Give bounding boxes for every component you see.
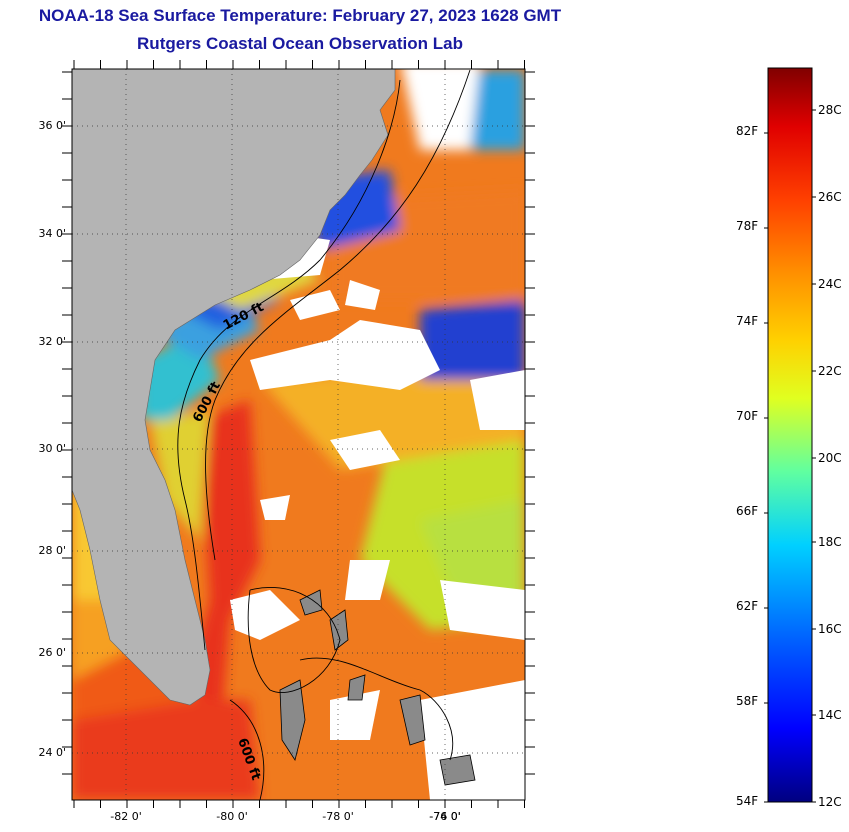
colorbar-label-58f: 58F xyxy=(736,694,759,708)
colorbar-label-78f: 78F xyxy=(736,219,759,233)
lat-label-24: 24 0' xyxy=(38,746,66,759)
colorbar-label-20c: 20C xyxy=(818,451,842,465)
lat-label-34: 34 0' xyxy=(38,227,66,240)
map-gridlines xyxy=(72,69,525,800)
colorbar-label-28c: 28C xyxy=(818,103,842,117)
colorbar-label-12c: 12C xyxy=(818,795,842,809)
lon-label-82: -82 0' xyxy=(110,810,142,823)
lat-label-36: 36 0' xyxy=(38,119,66,132)
colorbar-label-24c: 24C xyxy=(818,277,842,291)
colorbar-label-26c: 26C xyxy=(818,190,842,204)
colorbar-label-70f: 70F xyxy=(736,409,759,423)
depth-contours xyxy=(177,69,471,800)
colorbar-gradient xyxy=(767,67,813,803)
colorbar-label-82f: 82F xyxy=(736,124,759,138)
lat-label-26: 26 0' xyxy=(38,646,66,659)
temperature-colorbar xyxy=(764,67,816,803)
colorbar-label-54f: 54F xyxy=(736,794,759,808)
lon-label-80: -80 0' xyxy=(216,810,248,823)
colorbar-label-74f: 74F xyxy=(736,314,759,328)
colorbar-label-16c: 16C xyxy=(818,622,842,636)
lat-label-30: 30 0' xyxy=(38,442,66,455)
colorbar-label-14c: 14C xyxy=(818,708,842,722)
bahamas-islands xyxy=(279,589,476,786)
colorbar-ticks xyxy=(764,109,816,803)
colorbar-label-22c: 22C xyxy=(818,364,842,378)
colorbar-label-66f: 66F xyxy=(736,504,759,518)
land-mainland xyxy=(72,69,396,706)
map-title: NOAA-18 Sea Surface Temperature: Februar… xyxy=(38,6,562,25)
colorbar-label-62f: 62F xyxy=(736,599,759,613)
map-subtitle: Rutgers Coastal Ocean Observation Lab xyxy=(137,34,463,53)
lon-label-76: -76 0' xyxy=(429,810,461,823)
colorbar-label-18c: 18C xyxy=(818,535,842,549)
sst-map: 120 ft 600 ft 600 ft xyxy=(62,60,535,808)
lat-label-32: 32 0' xyxy=(38,335,66,348)
lon-label-74: -74 0' xyxy=(429,810,461,823)
lon-label-78: -78 0' xyxy=(322,810,354,823)
lat-label-28: 28 0' xyxy=(38,544,66,557)
